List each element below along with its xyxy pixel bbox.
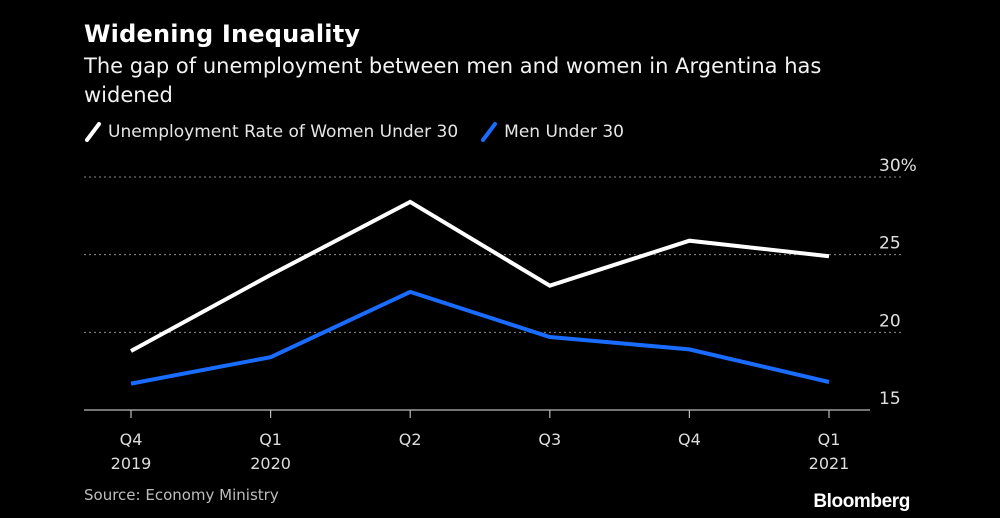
x-tick-label: Q4 [678, 430, 701, 449]
y-tick-label: 20 [879, 311, 901, 331]
legend-swatch-women [85, 122, 101, 142]
legend-item-men: Men Under 30 [480, 121, 624, 143]
x-tick-label: Q3 [538, 430, 561, 449]
x-tick-label: Q4 [120, 430, 143, 449]
x-tick-label: Q1 [818, 430, 841, 449]
y-tick-label: 25 [879, 234, 901, 254]
source-note: Source: Economy Ministry [84, 486, 279, 504]
legend-label-men: Men Under 30 [504, 122, 624, 142]
x-tick-year-label: 2019 [111, 454, 152, 473]
x-tick-label: Q1 [259, 430, 282, 449]
chart-title: Widening Inequality [84, 20, 361, 48]
legend-swatch-men [481, 122, 498, 142]
series-line-women [130, 199, 830, 353]
x-tick-label: Q2 [399, 430, 422, 449]
x-tick-year-label: 2021 [809, 454, 850, 473]
bloomberg-logo: Bloomberg [813, 491, 910, 512]
chart-subtitle: The gap of unemployment between men and … [84, 54, 822, 107]
legend-label-women: Unemployment Rate of Women Under 30 [108, 122, 459, 142]
x-tick-year-label: 2020 [250, 454, 291, 473]
y-tick-label: 15 [879, 389, 901, 409]
legend: Unemployment Rate of Women Under 30 Men … [84, 121, 646, 143]
legend-item-women: Unemployment Rate of Women Under 30 [84, 121, 458, 143]
y-tick-label: 30% [879, 156, 917, 176]
series-line-men [130, 289, 830, 386]
